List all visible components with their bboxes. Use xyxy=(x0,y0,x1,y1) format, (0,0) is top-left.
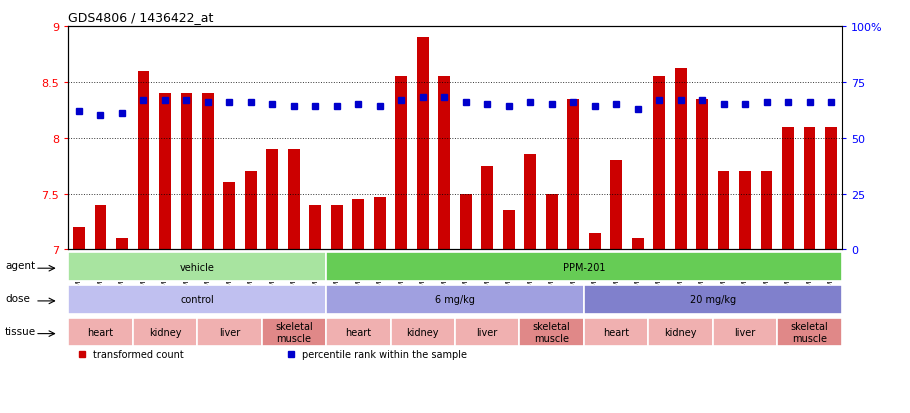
Text: skeletal
muscle: skeletal muscle xyxy=(791,321,828,343)
Bar xyxy=(137,71,149,250)
Bar xyxy=(326,253,842,281)
Text: vehicle: vehicle xyxy=(180,262,215,272)
Text: transformed count: transformed count xyxy=(93,349,184,359)
Bar xyxy=(648,318,713,347)
Text: kidney: kidney xyxy=(664,327,697,337)
Bar xyxy=(567,100,579,250)
Text: agent: agent xyxy=(5,261,35,271)
Bar xyxy=(589,233,601,250)
Bar xyxy=(825,127,837,250)
Text: skeletal
muscle: skeletal muscle xyxy=(533,321,571,343)
Bar xyxy=(68,318,133,347)
Bar xyxy=(546,194,558,250)
Bar xyxy=(674,69,686,250)
Bar xyxy=(460,194,471,250)
Bar xyxy=(288,150,299,250)
Bar xyxy=(417,38,429,250)
Text: 20 mg/kg: 20 mg/kg xyxy=(690,294,736,305)
Bar xyxy=(632,239,643,250)
Text: heart: heart xyxy=(87,327,114,337)
Text: kidney: kidney xyxy=(148,327,181,337)
Bar xyxy=(326,318,390,347)
Bar xyxy=(653,77,665,250)
Bar xyxy=(713,318,777,347)
Bar xyxy=(395,77,407,250)
Bar xyxy=(584,285,842,314)
Bar xyxy=(116,239,128,250)
Bar xyxy=(309,205,321,250)
Bar xyxy=(326,285,584,314)
Bar xyxy=(331,205,343,250)
Bar xyxy=(481,166,493,250)
Bar xyxy=(68,253,326,281)
Text: heart: heart xyxy=(345,327,371,337)
Text: kidney: kidney xyxy=(407,327,439,337)
Bar xyxy=(245,172,257,250)
Text: liver: liver xyxy=(477,327,498,337)
Text: dose: dose xyxy=(5,293,30,303)
Bar xyxy=(267,150,278,250)
Bar xyxy=(503,211,515,250)
Bar xyxy=(455,318,520,347)
Text: liver: liver xyxy=(734,327,755,337)
Bar xyxy=(180,94,192,250)
Bar xyxy=(224,183,236,250)
Bar xyxy=(696,100,708,250)
Text: control: control xyxy=(180,294,214,305)
Bar xyxy=(159,94,171,250)
Text: skeletal
muscle: skeletal muscle xyxy=(275,321,313,343)
Text: percentile rank within the sample: percentile rank within the sample xyxy=(302,349,467,359)
Bar xyxy=(133,318,197,347)
Bar xyxy=(524,155,536,250)
Bar xyxy=(374,197,386,250)
Bar xyxy=(439,77,450,250)
Bar xyxy=(262,318,326,347)
Bar xyxy=(68,285,326,314)
Text: tissue: tissue xyxy=(5,326,36,336)
Bar xyxy=(804,127,815,250)
Text: heart: heart xyxy=(603,327,629,337)
Bar xyxy=(520,318,584,347)
Text: GDS4806 / 1436422_at: GDS4806 / 1436422_at xyxy=(68,11,214,24)
Bar xyxy=(390,318,455,347)
Bar xyxy=(73,228,85,250)
Bar xyxy=(739,172,751,250)
Bar xyxy=(584,318,648,347)
Text: PPM-201: PPM-201 xyxy=(562,262,605,272)
Bar xyxy=(611,161,622,250)
Bar xyxy=(352,199,364,250)
Bar xyxy=(95,205,106,250)
Bar xyxy=(761,172,773,250)
Bar xyxy=(197,318,262,347)
Text: 6 mg/kg: 6 mg/kg xyxy=(435,294,475,305)
Bar xyxy=(782,127,794,250)
Bar xyxy=(202,94,214,250)
Text: liver: liver xyxy=(218,327,240,337)
Bar xyxy=(777,318,842,347)
Bar xyxy=(718,172,730,250)
